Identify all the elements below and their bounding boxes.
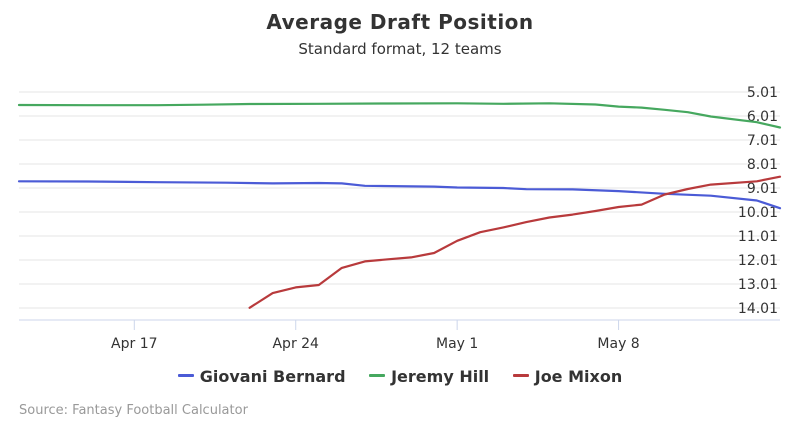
legend-swatch-joe-mixon (512, 374, 529, 377)
y-tick-label: 11.01 (738, 229, 778, 245)
y-tick-label: 5.01 (747, 85, 778, 101)
legend-label: Joe Mixon (534, 367, 623, 386)
y-tick-label: 7.01 (747, 133, 778, 149)
chart-plot: 5.016.017.018.019.0110.0111.0112.0113.01… (17, 85, 782, 352)
x-tick-label: May 1 (436, 336, 478, 352)
legend-label: Jeremy Hill (391, 367, 490, 386)
legend-item-jeremy-hill[interactable]: Jeremy Hill (369, 367, 489, 386)
legend-item-joe-mixon[interactable]: Joe Mixon (512, 367, 623, 386)
source-credit[interactable]: Source: Fantasy Football Calculator (19, 403, 248, 418)
legend-item-giovani-bernard[interactable]: Giovani Bernard (177, 367, 346, 386)
series-line-jeremy-hill (17, 102, 782, 129)
series-line-giovani-bernard (17, 180, 782, 210)
legend-label: Giovani Bernard (199, 367, 346, 386)
x-tick-label: Apr 24 (272, 336, 319, 352)
x-tick-label: Apr 17 (111, 336, 157, 352)
y-tick-label: 12.01 (738, 253, 778, 269)
chart-title: Average Draft Position (266, 10, 534, 34)
legend-swatch-jeremy-hill (369, 374, 386, 377)
y-tick-label: 8.01 (747, 157, 778, 173)
x-tick-label: May 8 (597, 336, 639, 352)
y-tick-label: 9.01 (747, 181, 778, 197)
y-tick-label: 10.01 (738, 205, 778, 221)
legend-swatch-giovani-bernard (177, 374, 194, 377)
chart-subtitle: Standard format, 12 teams (298, 40, 502, 58)
chart-legend: Giovani Bernard Jeremy Hill Joe Mixon (0, 367, 800, 386)
y-tick-label: 13.01 (738, 277, 778, 293)
y-tick-label: 14.01 (738, 301, 778, 317)
